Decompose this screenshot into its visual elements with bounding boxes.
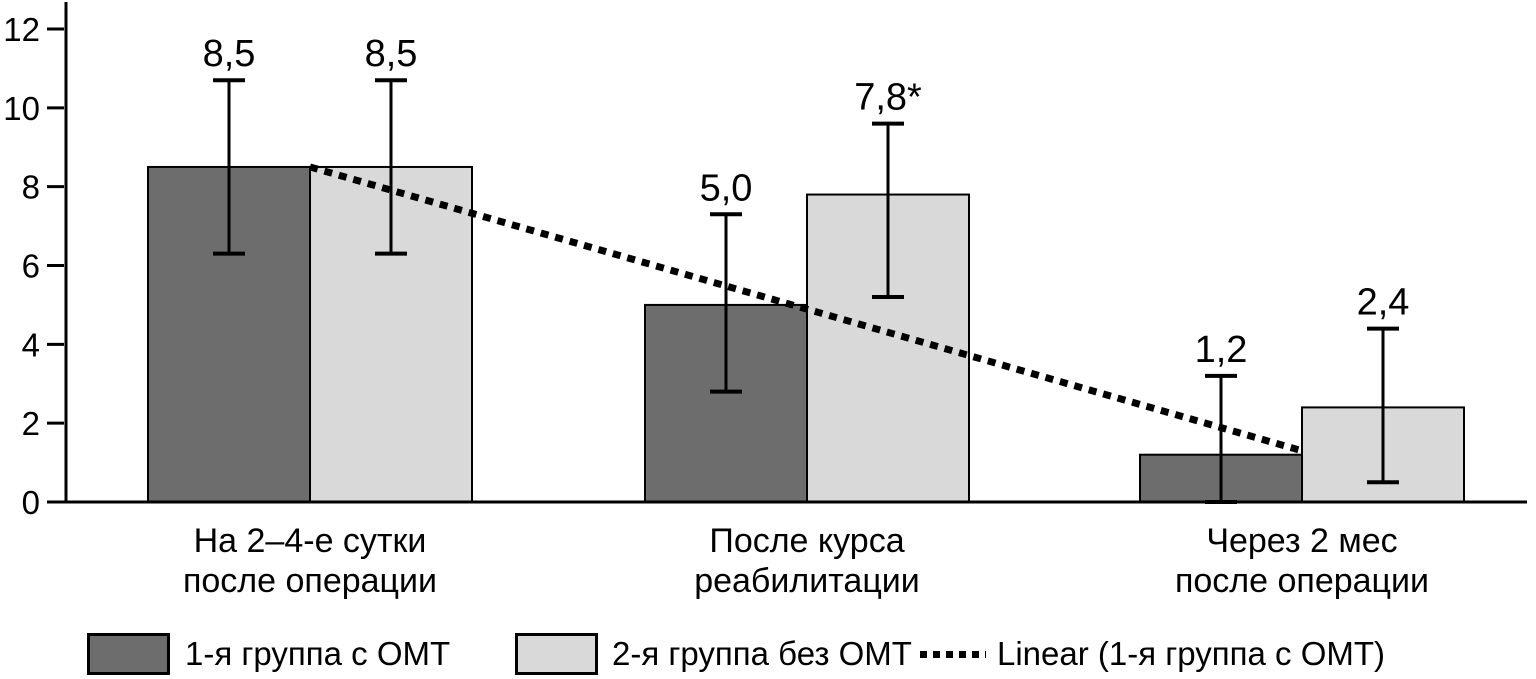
trendline-dotted: [309, 163, 1303, 455]
data-label-s1-c2: 5,0: [700, 167, 753, 209]
data-label-s1-c1: 8,5: [203, 33, 256, 75]
category-label-2-line2: реабилитации: [694, 562, 920, 600]
y-tick-label-12: 12: [3, 11, 40, 48]
y-tick-label-0: 0: [22, 484, 40, 521]
data-label-s2-c1: 8,5: [365, 33, 418, 75]
data-label-s2-c2: 7,8*: [854, 77, 922, 119]
category-label-1-line2: после операции: [183, 562, 437, 600]
category-label-1-line1: На 2–4-е сутки: [194, 522, 427, 560]
category-label-3-line2: после операции: [1175, 562, 1429, 600]
category-label-3-line1: Через 2 мес: [1206, 522, 1397, 560]
data-label-s2-c3: 2,4: [1357, 282, 1410, 324]
y-tick-label-8: 8: [22, 169, 40, 206]
y-tick-label-10: 10: [3, 90, 40, 127]
y-tick-label-2: 2: [22, 405, 40, 442]
y-tick-label-4: 4: [22, 326, 40, 363]
data-label-s1-c3: 1,2: [1195, 329, 1248, 371]
category-label-2-line1: После курса: [709, 522, 904, 560]
y-tick-label-6: 6: [22, 248, 40, 285]
